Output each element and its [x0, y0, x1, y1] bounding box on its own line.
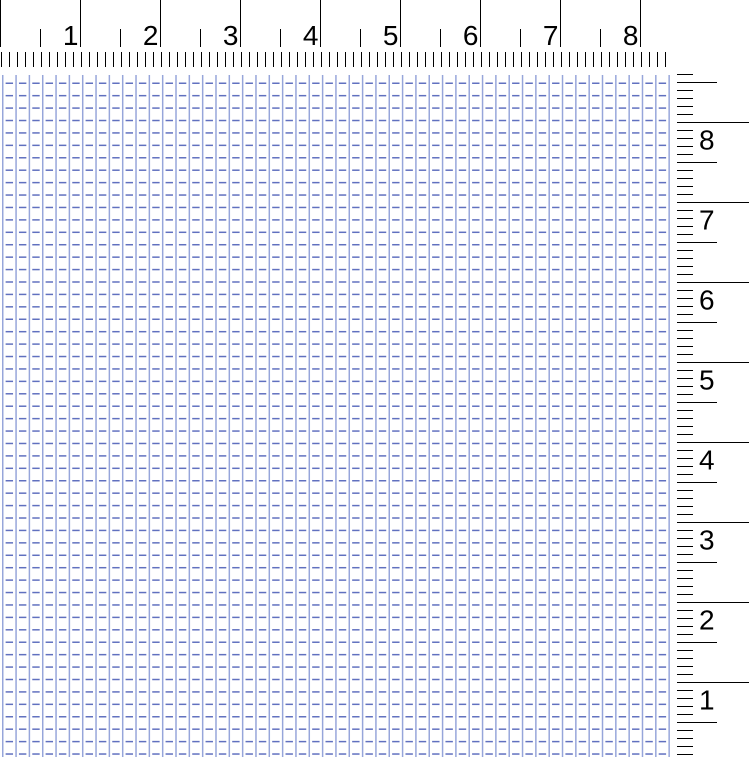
inch-label: 4 — [303, 20, 319, 51]
horizontal-ruler-scale: 1 2 3 4 5 6 7 8 — [0, 0, 666, 67]
inch-label: 6 — [463, 20, 479, 51]
vertical-ruler-scale: 8 7 6 5 4 3 2 1 — [677, 74, 749, 755]
inch-label: 7 — [699, 205, 715, 236]
inch-label: 3 — [699, 525, 715, 556]
inch-label: 7 — [543, 20, 559, 51]
inch-label: 6 — [699, 285, 715, 316]
inch-label: 2 — [143, 20, 159, 51]
stitch-grid-canvas[interactable] — [0, 75, 673, 757]
inch-label: 5 — [699, 365, 715, 396]
vertical-ruler: 8 7 6 5 4 3 2 1 — [672, 70, 749, 762]
inch-label: 4 — [699, 445, 715, 476]
inch-label: 1 — [699, 685, 715, 716]
inch-label: 5 — [383, 20, 399, 51]
inch-label: 8 — [699, 125, 715, 156]
inch-label: 3 — [223, 20, 239, 51]
inch-label: 2 — [699, 605, 715, 636]
inch-label: 1 — [63, 20, 79, 51]
horizontal-ruler: 1 2 3 4 5 6 7 8 — [0, 0, 672, 70]
inch-label: 8 — [623, 20, 639, 51]
